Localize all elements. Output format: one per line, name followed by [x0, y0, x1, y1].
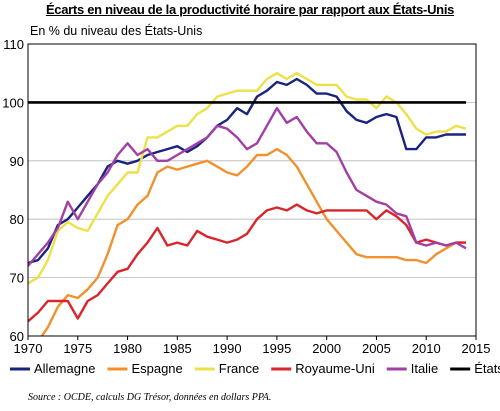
x-axis-ticks: 1970 1975 1980 1985 1990 1995 2000 2005 2010 2015 — [14, 336, 491, 356]
x-tick-label: 2005 — [362, 341, 391, 356]
legend-item: Royaume-Uni — [271, 361, 375, 376]
series-line-espagne — [40, 147, 466, 336]
x-tick-label: 2015 — [462, 341, 491, 356]
x-tick-label: 1995 — [262, 341, 291, 356]
y-tick-label: 110 — [3, 37, 24, 52]
legend-label: Espagne — [131, 361, 182, 376]
y-tick-label: 100 — [2, 95, 24, 110]
y-tick-label: 80 — [10, 212, 24, 227]
series-line-france — [28, 71, 467, 285]
chart-title: Écarts en niveau de la productivité hora… — [45, 2, 455, 17]
y-axis-label: En % du niveau des États-Unis — [30, 24, 203, 38]
legend-label: France — [219, 361, 259, 376]
legend-label: Royaume-Uni — [295, 361, 375, 376]
series-line-allemagne — [28, 77, 466, 265]
y-tick-label: 90 — [10, 154, 24, 169]
x-tick-label: 1975 — [63, 341, 92, 356]
source-note: Source : OCDE, calculs DG Trésor, donnée… — [28, 392, 272, 403]
x-tick-label: 1985 — [163, 341, 192, 356]
x-tick-label: 1970 — [14, 341, 43, 356]
series-lines — [28, 71, 467, 336]
y-axis-ticks: 60 70 80 90 100 110 — [2, 37, 24, 344]
series-line-italie — [28, 106, 467, 267]
plot-frame — [27, 43, 477, 337]
x-tick-label: 2000 — [312, 341, 341, 356]
legend-item: Allemagne — [10, 361, 95, 376]
legend-item: Italie — [386, 361, 438, 376]
legend-item: États-Unis — [450, 361, 500, 376]
y-tick-label: 60 — [10, 329, 24, 344]
x-tick-label: 1990 — [213, 341, 242, 356]
legend-label: États-Unis — [474, 361, 500, 376]
legend-item: Espagne — [107, 361, 183, 376]
legend-label: Italie — [411, 361, 438, 376]
legend-label: Allemagne — [34, 361, 95, 376]
x-tick-label: 2010 — [412, 341, 441, 356]
legend-item: France — [194, 361, 259, 376]
x-tick-label: 1980 — [113, 341, 142, 356]
series-line-royaume-uni — [28, 203, 466, 323]
y-tick-label: 70 — [10, 271, 24, 286]
legend: Allemagne Espagne France Royaume-Uni Italie É… — [10, 361, 500, 376]
